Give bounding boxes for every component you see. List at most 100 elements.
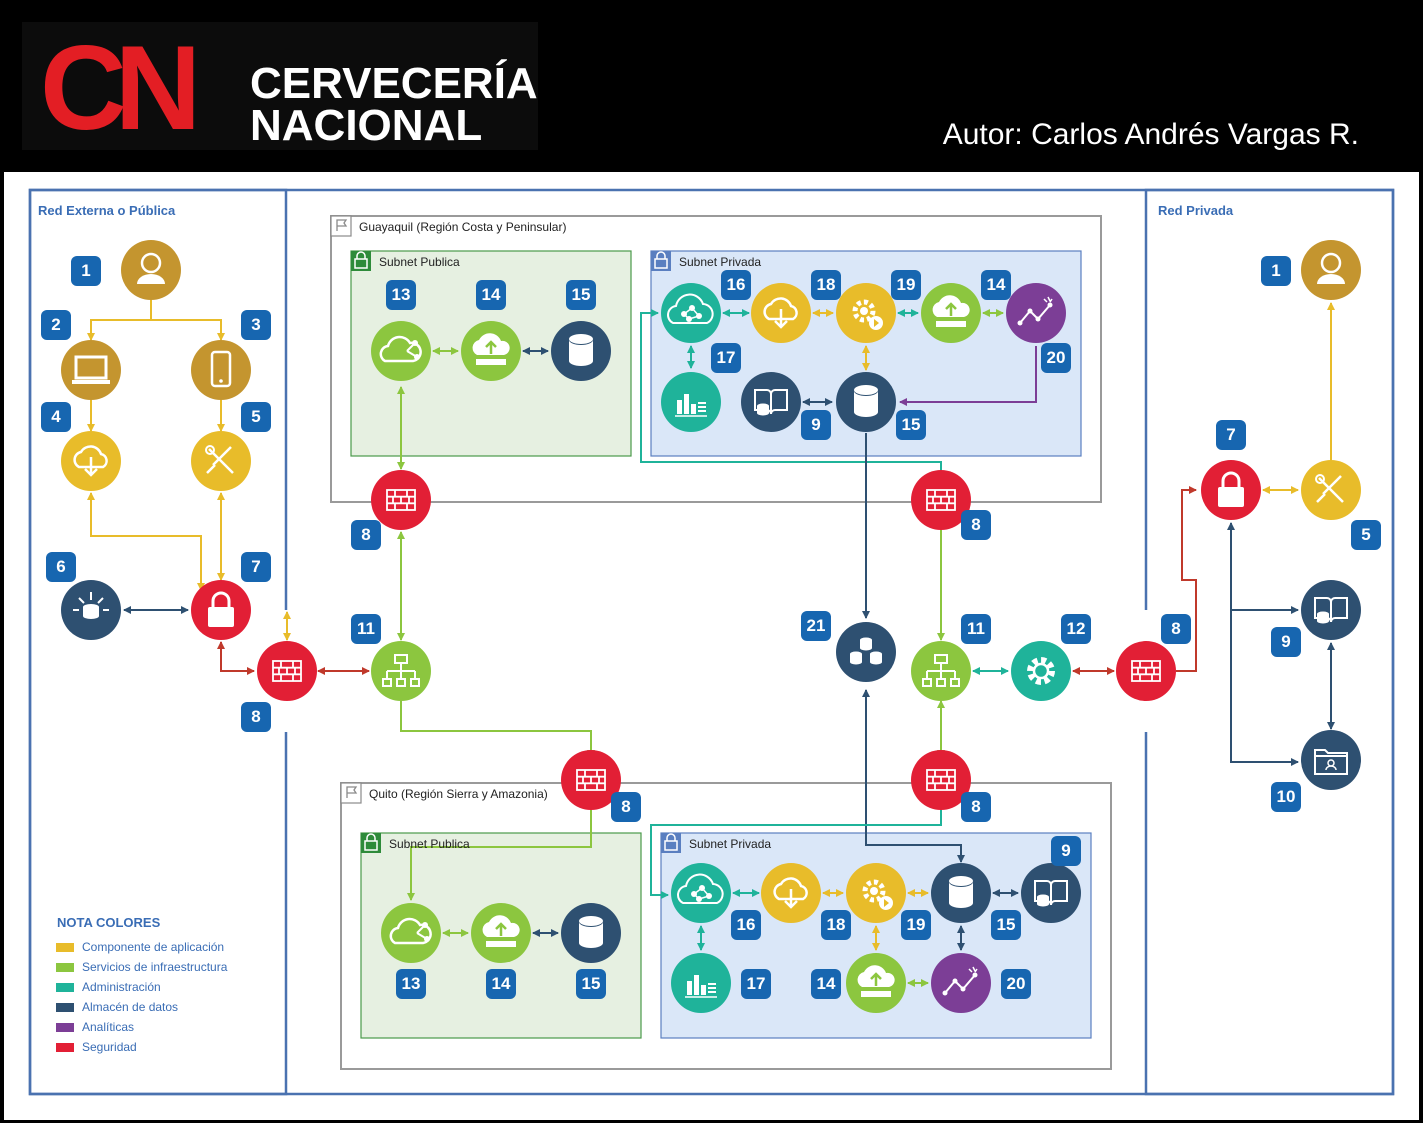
cloud-network-icon bbox=[671, 863, 731, 923]
legend-item-administration: Administración bbox=[56, 980, 161, 994]
cloud-upload-icon bbox=[471, 903, 531, 963]
node-number-badge: 7 bbox=[1216, 420, 1246, 450]
node-number-badge: 8 bbox=[1161, 614, 1191, 644]
database-icon bbox=[561, 903, 621, 963]
subnet-lock-icon bbox=[651, 251, 671, 271]
node-number-badge: 21 bbox=[801, 611, 831, 641]
node-number-badge: 6 bbox=[46, 552, 76, 582]
catalog-book-icon bbox=[741, 372, 801, 432]
cloud-upload-icon bbox=[846, 953, 906, 1013]
header: CN CERVECERÍA NACIONAL Autor: Carlos And… bbox=[0, 0, 1423, 172]
node-number-badge: 9 bbox=[1051, 836, 1081, 866]
node-number-badge: 5 bbox=[241, 402, 271, 432]
database-cluster-icon bbox=[836, 622, 896, 682]
router-icon bbox=[911, 641, 971, 701]
lock-icon bbox=[191, 580, 251, 640]
database-icon bbox=[551, 321, 611, 381]
database-icon bbox=[931, 863, 991, 923]
cloud-share-icon bbox=[371, 321, 431, 381]
group-quito bbox=[340, 782, 1112, 1070]
node-number-badge: 13 bbox=[396, 969, 426, 999]
cloud-upload-icon bbox=[461, 321, 521, 381]
node-number-badge: 5 bbox=[1351, 520, 1381, 550]
group-label-guayaquil: Guayaquil (Región Costa y Peninsular) bbox=[359, 220, 567, 234]
legend-item-analytics: Analíticas bbox=[56, 1020, 134, 1034]
settings-gear-icon bbox=[1011, 641, 1071, 701]
node-number-badge: 8 bbox=[611, 792, 641, 822]
tools-icon bbox=[191, 431, 251, 491]
node-number-badge: 19 bbox=[901, 910, 931, 940]
gear-play-icon bbox=[836, 283, 896, 343]
subnet-lock-icon bbox=[661, 833, 681, 853]
subnet-label-gye-public: Subnet Publica bbox=[379, 255, 460, 269]
node-number-badge: 1 bbox=[1261, 256, 1291, 286]
folder-user-icon bbox=[1301, 730, 1361, 790]
node-number-badge: 9 bbox=[801, 410, 831, 440]
bar-chart-icon bbox=[671, 953, 731, 1013]
node-number-badge: 15 bbox=[576, 969, 606, 999]
flag-icon bbox=[340, 782, 362, 804]
firewall-icon bbox=[371, 470, 431, 530]
cloud-upload-icon bbox=[921, 283, 981, 343]
connector bbox=[87, 300, 152, 341]
bar-chart-icon bbox=[661, 372, 721, 432]
connector bbox=[640, 309, 945, 479]
lock-icon bbox=[1201, 460, 1261, 520]
node-number-badge: 17 bbox=[741, 969, 771, 999]
connector bbox=[1227, 522, 1299, 766]
connector bbox=[400, 701, 595, 758]
subnet-lock-icon bbox=[361, 833, 381, 853]
analytics-icon bbox=[931, 953, 991, 1013]
group-guayaquil bbox=[330, 215, 1102, 503]
legend-item-infrastructure: Servicios de infraestructura bbox=[56, 960, 227, 974]
legend-item-application: Componente de aplicación bbox=[56, 940, 224, 954]
node-number-badge: 13 bbox=[386, 280, 416, 310]
node-number-badge: 10 bbox=[1271, 782, 1301, 812]
node-number-badge: 3 bbox=[241, 310, 271, 340]
node-number-badge: 11 bbox=[961, 614, 991, 644]
connector bbox=[1176, 486, 1197, 672]
diagram-canvas: Red Externa o Pública Red Privada Guayaq… bbox=[4, 172, 1419, 1120]
node-number-badge: 8 bbox=[241, 702, 271, 732]
connector bbox=[407, 802, 592, 901]
router-icon bbox=[371, 641, 431, 701]
node-number-badge: 1 bbox=[71, 256, 101, 286]
catalog-book-icon bbox=[1301, 580, 1361, 640]
node-number-badge: 4 bbox=[41, 402, 71, 432]
connector bbox=[899, 346, 1037, 406]
firewall-icon bbox=[1116, 641, 1176, 701]
database-icon bbox=[836, 372, 896, 432]
tools-icon bbox=[1301, 460, 1361, 520]
node-number-badge: 8 bbox=[351, 520, 381, 550]
node-number-badge: 18 bbox=[811, 270, 841, 300]
node-number-badge: 17 bbox=[711, 343, 741, 373]
user-icon bbox=[1301, 240, 1361, 300]
node-number-badge: 11 bbox=[351, 614, 381, 644]
user-icon bbox=[121, 240, 181, 300]
legend-title: NOTA COLORES bbox=[57, 915, 161, 930]
legend-item-security: Seguridad bbox=[56, 1040, 137, 1054]
node-number-badge: 14 bbox=[486, 969, 516, 999]
connector bbox=[217, 641, 255, 675]
node-number-badge: 18 bbox=[821, 910, 851, 940]
subnet-label-uio-private: Subnet Privada bbox=[689, 837, 772, 851]
node-number-badge: 7 bbox=[241, 552, 271, 582]
cloud-download-icon bbox=[61, 431, 121, 491]
connector bbox=[150, 300, 225, 341]
node-number-badge: 16 bbox=[721, 270, 751, 300]
analytics-icon bbox=[1006, 283, 1066, 343]
flag-icon bbox=[330, 215, 352, 237]
logo-mark: CN bbox=[40, 21, 201, 155]
catalog-book-icon bbox=[1021, 863, 1081, 923]
node-number-badge: 19 bbox=[891, 270, 921, 300]
connector bbox=[87, 492, 205, 591]
node-number-badge: 14 bbox=[476, 280, 506, 310]
desktop-icon bbox=[61, 340, 121, 400]
node-number-badge: 2 bbox=[41, 310, 71, 340]
cloud-download-icon bbox=[761, 863, 821, 923]
author-label: Autor: Carlos Andrés Vargas R. bbox=[942, 118, 1359, 151]
node-number-badge: 15 bbox=[896, 410, 926, 440]
firewall-icon bbox=[257, 641, 317, 701]
logo-line-1: CERVECERÍA bbox=[250, 59, 538, 108]
legend-item-data-store: Almacén de datos bbox=[56, 1000, 178, 1014]
